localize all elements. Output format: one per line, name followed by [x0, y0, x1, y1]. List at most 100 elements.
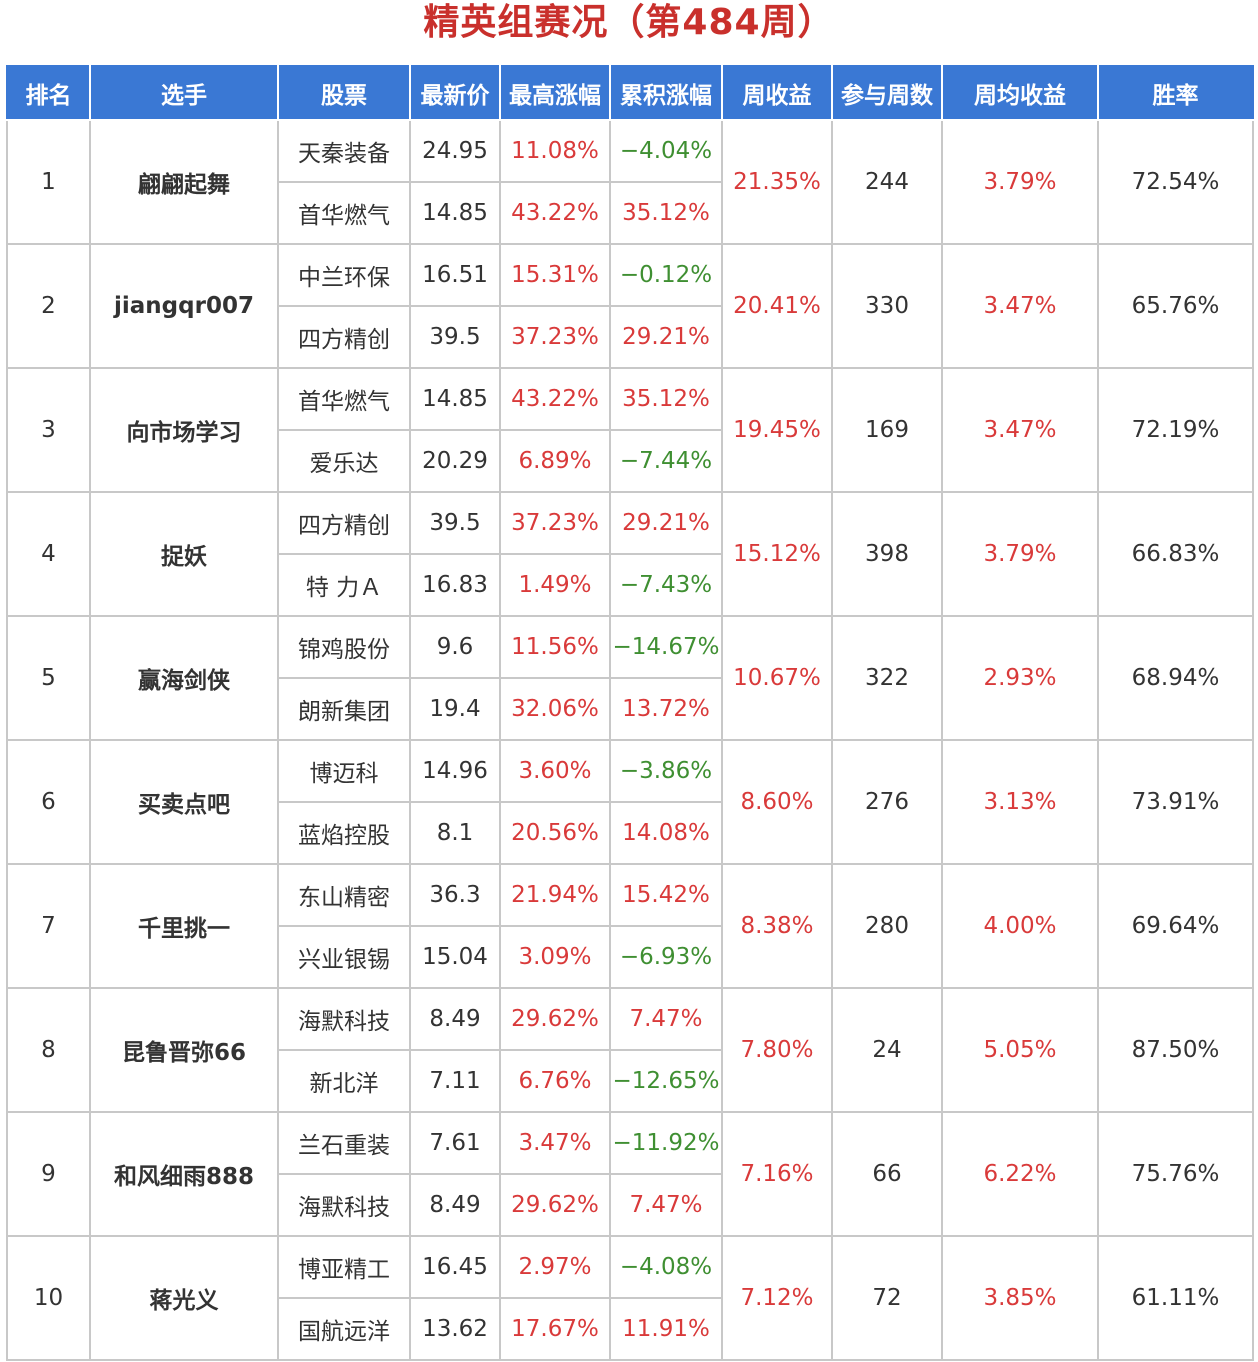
max-gain-cell: 11.56%: [499, 615, 611, 679]
rank-cell: 1: [6, 119, 91, 245]
max-gain-cell: 15.31%: [499, 243, 611, 307]
header-latest-price[interactable]: 最新价: [409, 65, 501, 121]
weeks-cell: 72: [831, 1235, 943, 1361]
header-row: 排名 选手 股票 最新价 最高涨幅 累积涨幅 周收益 参与周数 周均收益 胜率: [6, 65, 1254, 121]
header-player[interactable]: 选手: [89, 65, 279, 121]
table-row: 7 千里挑一 东山精密 36.3 21.94% 15.42% 8.38% 280 4.00% 69…: [6, 863, 1254, 989]
stock-link[interactable]: 蓝焰控股: [277, 801, 411, 865]
max-gain-cell: 3.60%: [499, 739, 611, 803]
weekly-return-cell: 8.38%: [721, 863, 833, 989]
stock-link[interactable]: 锦鸡股份: [277, 615, 411, 679]
stock-link[interactable]: 博迈科: [277, 739, 411, 803]
stock-link[interactable]: 中兰环保: [277, 243, 411, 307]
cumulative-gain-cell: 29.21%: [609, 491, 723, 555]
stock-link[interactable]: 海默科技: [277, 987, 411, 1051]
stock-link[interactable]: 四方精创: [277, 491, 411, 555]
header-rank[interactable]: 排名: [6, 65, 91, 121]
table-row: 8 昆鲁晋弥66 海默科技 8.49 29.62% 7.47% 7.80% 24 5.05% 87…: [6, 987, 1254, 1113]
header-weeks[interactable]: 参与周数: [831, 65, 943, 121]
page-title: 精英组赛况（第484周）: [423, 2, 835, 43]
header-avg-return[interactable]: 周均收益: [941, 65, 1099, 121]
player-link[interactable]: 捉妖: [89, 491, 279, 617]
table-row: 新北洋 7.11 6.76% −12.65%: [7, 1049, 1253, 1113]
win-rate-cell: 61.11%: [1097, 1235, 1254, 1361]
stock-link[interactable]: 特 力Ａ: [277, 553, 411, 617]
leaderboard-table: 排名 选手 股票 最新价 最高涨幅 累积涨幅 周收益 参与周数 周均收益 胜率 …: [6, 65, 1254, 1361]
table-row: 首华燃气 14.85 43.22% 35.12%: [7, 181, 1253, 245]
latest-price-cell: 36.3: [409, 863, 501, 927]
stock-link[interactable]: 海默科技: [277, 1173, 411, 1237]
cumulative-gain-cell: 35.12%: [609, 367, 723, 431]
cumulative-gain-cell: −3.86%: [609, 739, 723, 803]
table-row: 四方精创 39.5 37.23% 29.21%: [7, 305, 1253, 369]
table-row: 6 买卖点吧 博迈科 14.96 3.60% −3.86% 8.60% 276 3.13% 73.…: [6, 739, 1254, 865]
stock-link[interactable]: 国航远洋: [277, 1297, 411, 1361]
win-rate-cell: 65.76%: [1097, 243, 1254, 369]
weekly-return-cell: 7.16%: [721, 1111, 833, 1237]
header-weekly-return[interactable]: 周收益: [721, 65, 833, 121]
latest-price-cell: 15.04: [409, 925, 501, 989]
max-gain-cell: 29.62%: [499, 1173, 611, 1237]
stock-link[interactable]: 东山精密: [277, 863, 411, 927]
header-win-rate[interactable]: 胜率: [1097, 65, 1254, 121]
weekly-return-cell: 10.67%: [721, 615, 833, 741]
cumulative-gain-cell: −4.08%: [609, 1235, 723, 1299]
player-link[interactable]: 向市场学习: [89, 367, 279, 493]
player-link[interactable]: 蒋光义: [89, 1235, 279, 1361]
player-link[interactable]: 千里挑一: [89, 863, 279, 989]
latest-price-cell: 9.6: [409, 615, 501, 679]
stock-link[interactable]: 四方精创: [277, 305, 411, 369]
weeks-cell: 66: [831, 1111, 943, 1237]
weeks-cell: 398: [831, 491, 943, 617]
cumulative-gain-cell: 29.21%: [609, 305, 723, 369]
stock-link[interactable]: 天秦装备: [277, 119, 411, 183]
avg-return-cell: 6.22%: [941, 1111, 1099, 1237]
table-row: 4 捉妖 四方精创 39.5 37.23% 29.21% 15.12% 398 3.79% 66.…: [6, 491, 1254, 617]
player-link[interactable]: jiangqr007: [89, 243, 279, 369]
cumulative-gain-cell: 7.47%: [609, 1173, 723, 1237]
stock-link[interactable]: 兴业银锡: [277, 925, 411, 989]
latest-price-cell: 8.49: [409, 987, 501, 1051]
avg-return-cell: 3.85%: [941, 1235, 1099, 1361]
cumulative-gain-cell: −14.67%: [609, 615, 723, 679]
max-gain-cell: 3.09%: [499, 925, 611, 989]
weeks-cell: 330: [831, 243, 943, 369]
table-row: 5 赢海剑侠 锦鸡股份 9.6 11.56% −14.67% 10.67% 322 2.93% 6…: [6, 615, 1254, 741]
rank-cell: 9: [6, 1111, 91, 1237]
stock-link[interactable]: 首华燃气: [277, 181, 411, 245]
cumulative-gain-cell: 11.91%: [609, 1297, 723, 1361]
player-link[interactable]: 和风细雨888: [89, 1111, 279, 1237]
weekly-return-cell: 20.41%: [721, 243, 833, 369]
max-gain-cell: 43.22%: [499, 181, 611, 245]
player-link[interactable]: 赢海剑侠: [89, 615, 279, 741]
stock-link[interactable]: 博亚精工: [277, 1235, 411, 1299]
header-stock[interactable]: 股票: [277, 65, 411, 121]
latest-price-cell: 8.49: [409, 1173, 501, 1237]
header-max-gain[interactable]: 最高涨幅: [499, 65, 611, 121]
stock-link[interactable]: 首华燃气: [277, 367, 411, 431]
latest-price-cell: 39.5: [409, 305, 501, 369]
max-gain-cell: 1.49%: [499, 553, 611, 617]
table-row: 蓝焰控股 8.1 20.56% 14.08%: [7, 801, 1253, 865]
win-rate-cell: 87.50%: [1097, 987, 1254, 1113]
avg-return-cell: 2.93%: [941, 615, 1099, 741]
cumulative-gain-cell: 7.47%: [609, 987, 723, 1051]
rank-cell: 8: [6, 987, 91, 1113]
weeks-cell: 322: [831, 615, 943, 741]
player-link[interactable]: 昆鲁晋弥66: [89, 987, 279, 1113]
rank-cell: 10: [6, 1235, 91, 1361]
max-gain-cell: 32.06%: [499, 677, 611, 741]
latest-price-cell: 24.95: [409, 119, 501, 183]
rank-cell: 7: [6, 863, 91, 989]
weekly-return-cell: 8.60%: [721, 739, 833, 865]
header-cumulative-gain[interactable]: 累积涨幅: [609, 65, 723, 121]
stock-link[interactable]: 朗新集团: [277, 677, 411, 741]
stock-link[interactable]: 新北洋: [277, 1049, 411, 1113]
win-rate-cell: 73.91%: [1097, 739, 1254, 865]
stock-link[interactable]: 爱乐达: [277, 429, 411, 493]
stock-link[interactable]: 兰石重装: [277, 1111, 411, 1175]
latest-price-cell: 14.85: [409, 181, 501, 245]
avg-return-cell: 4.00%: [941, 863, 1099, 989]
player-link[interactable]: 翩翩起舞: [89, 119, 279, 245]
player-link[interactable]: 买卖点吧: [89, 739, 279, 865]
